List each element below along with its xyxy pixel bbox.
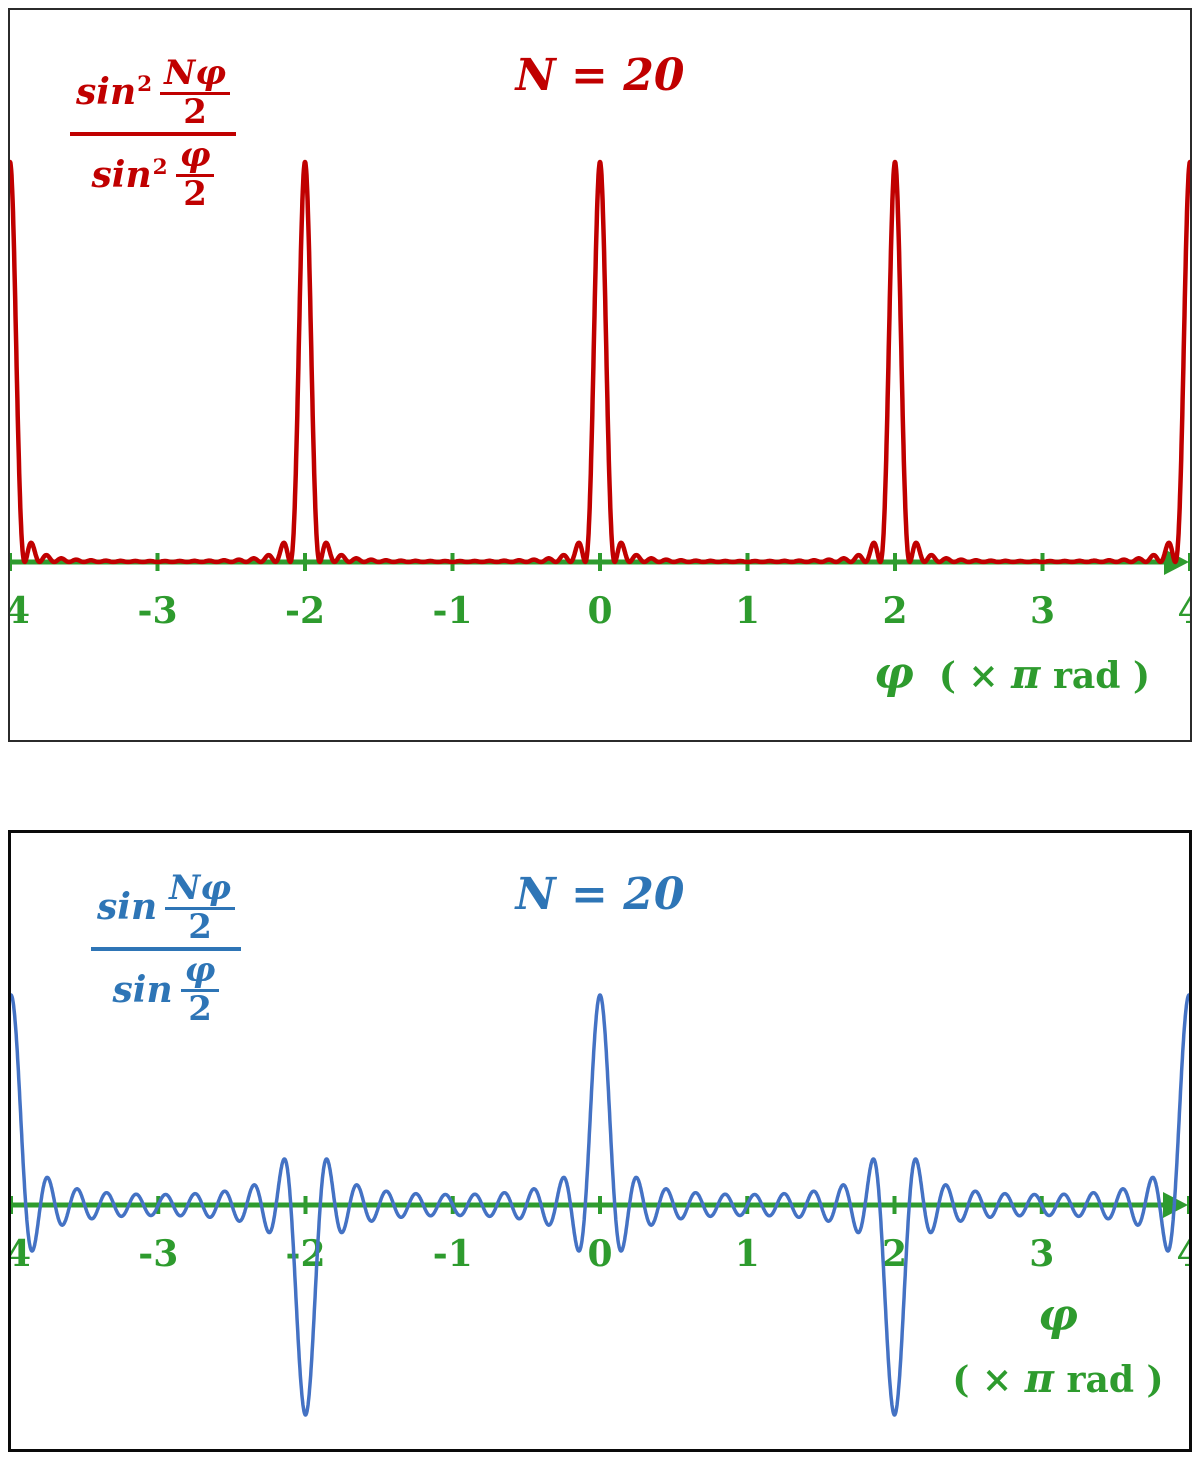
panel-title-top: N = 20: [515, 50, 685, 101]
panel-interference-intensity: -4 -3 -2 -1 0 1 2 3 4 sin2 Nφ 2 sin2 φ 2: [8, 8, 1192, 742]
formula-top-denominator: sin2 φ 2: [86, 136, 221, 214]
fraction-bar: [160, 91, 230, 95]
curve: [10, 159, 1190, 565]
panel-interference-amplitude: -4-3-2-101234 sin Nφ 2 sin φ 2: [8, 830, 1192, 1452]
sin-squared-label: sin2: [76, 71, 153, 114]
curve: [11, 993, 1189, 1417]
axis-tick-label: 1: [734, 590, 761, 632]
formula-bottom: sin Nφ 2 sin φ 2: [91, 869, 241, 1030]
plot-canvas-top: [10, 159, 1190, 575]
sin-label: sin: [112, 968, 173, 1011]
formula-top-fraction: sin2 Nφ 2 sin2 φ 2: [70, 54, 236, 215]
formula-bottom-fraction: sin Nφ 2 sin φ 2: [91, 869, 241, 1030]
nphi-over-2: Nφ 2: [160, 55, 230, 130]
phi-symbol: φ: [1038, 1290, 1078, 1341]
x-axis-tick-labels-top: -4 -3 -2 -1 0 1 2 3 4: [10, 590, 1190, 640]
axis-tick-label: 0: [587, 1233, 613, 1275]
sin-label: sin: [97, 886, 158, 929]
formula-bottom-numerator: sin Nφ 2: [91, 869, 241, 947]
main-fraction-bar: [91, 947, 241, 952]
phi-over-2: φ 2: [180, 953, 220, 1027]
phi-over-2: φ 2: [175, 138, 215, 212]
axis-tick-label: 2: [881, 1233, 908, 1275]
axis-tick-label: 3: [1029, 1233, 1055, 1275]
axis-tick-label: 4: [1150, 590, 1190, 632]
sin-squared-label: sin2: [91, 153, 168, 196]
formula-top: sin2 Nφ 2 sin2 φ 2: [70, 54, 236, 215]
axis-tick-label: -3: [138, 1233, 179, 1275]
fraction-bar: [165, 906, 235, 910]
panel-title-bottom: N = 20: [515, 869, 685, 920]
main-fraction-bar: [70, 132, 236, 137]
nphi-over-2: Nφ 2: [165, 870, 235, 945]
axis-tick-label: -3: [137, 590, 178, 632]
fraction-bar: [180, 989, 220, 993]
pi-symbol: π: [1024, 1355, 1054, 1402]
axis-tick-label: 4: [1149, 1233, 1189, 1275]
axis-tick-label: 0: [587, 590, 613, 632]
plot-canvas-bottom: [11, 993, 1189, 1417]
axis-tick-label: -4: [10, 590, 50, 632]
axis-tick-label: -2: [285, 590, 325, 632]
fraction-bar: [175, 174, 215, 178]
axis-tick-label: 2: [882, 590, 908, 632]
pi-symbol: π: [1011, 651, 1041, 698]
x-axis-label-top: φ ( × π rad ): [873, 648, 1150, 699]
formula-top-numerator: sin2 Nφ 2: [70, 54, 236, 132]
axis-tick-label: -4: [8, 1233, 31, 1275]
x-axis-label-bottom: φ ( × π rad ): [952, 1290, 1164, 1402]
formula-bottom-denominator: sin φ 2: [107, 951, 226, 1029]
axis-tick-label: -1: [432, 1233, 473, 1275]
axis-tick-label: -1: [432, 590, 473, 632]
phi-symbol: φ: [873, 648, 914, 699]
axis-tick-label: 1: [734, 1233, 760, 1275]
axis-tick-label: 3: [1029, 590, 1056, 632]
